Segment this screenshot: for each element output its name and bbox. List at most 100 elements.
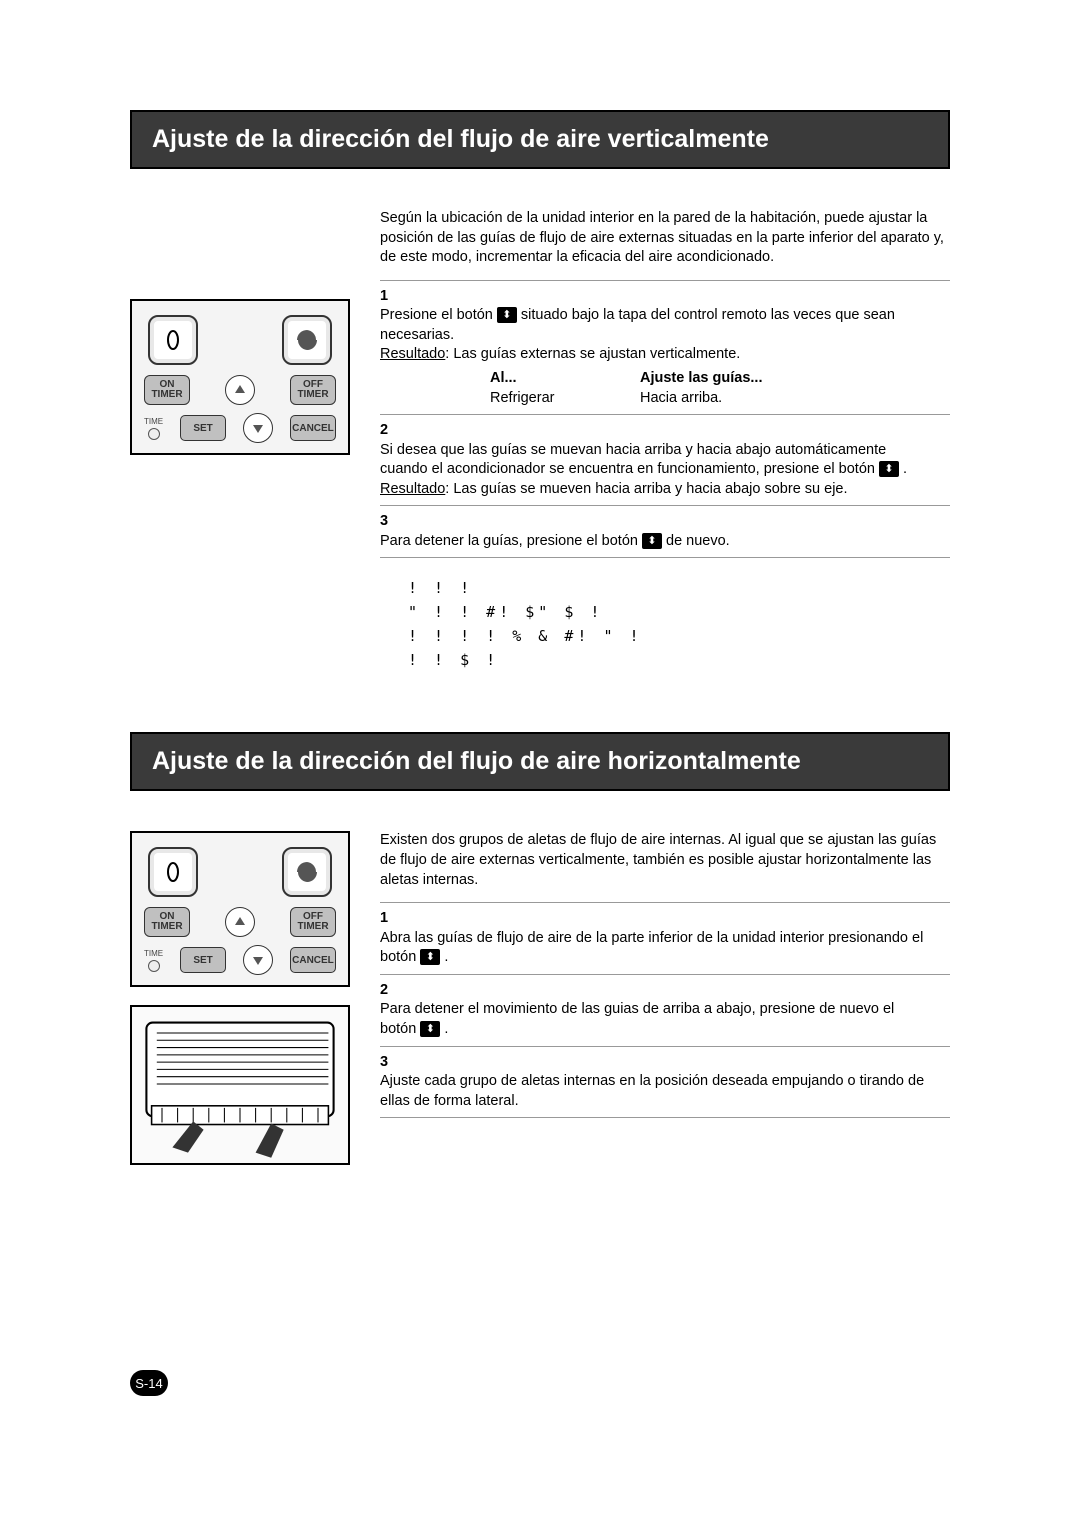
section2-step1: 1 Abra las guías de flujo de aire de la …	[380, 903, 950, 975]
down-button	[243, 945, 273, 975]
step2-text-before: Si desea que las guías se muevan hacia a…	[380, 442, 886, 478]
section2-heading: Ajuste de la dirección del flujo de aire…	[130, 732, 950, 791]
off-timer-label2: TIMER	[297, 922, 328, 932]
step2-text-after: .	[899, 461, 907, 477]
step-text: Para detener la guías, presione el botón…	[380, 532, 928, 552]
table-row: Refrigerar Hacia arriba.	[490, 389, 928, 409]
s2-step2-after: .	[440, 1021, 448, 1037]
remote-mid-row: ON TIMER OFF TIMER	[142, 375, 338, 405]
s2-step1-before: Abra las guías de flujo de aire de la pa…	[380, 930, 923, 966]
cancel-button: CANCEL	[290, 415, 336, 441]
down-arrow-icon	[251, 953, 265, 967]
remote-mid-row: ON TIMER OFF TIMER	[142, 907, 338, 937]
table-header-1: Al...	[490, 369, 640, 389]
table-header-2: Ajuste las guías...	[640, 369, 763, 389]
set-button: SET	[180, 415, 226, 441]
mode-table: Al... Ajuste las guías... Refrigerar Hac…	[490, 369, 928, 408]
result-label: Resultado	[380, 481, 445, 497]
remote-bot-row: TIME SET CANCEL	[142, 945, 338, 975]
time-label: TIME	[144, 417, 163, 426]
remote-panel: ON TIMER OFF TIMER TIME	[130, 299, 350, 455]
up-arrow-icon	[233, 915, 247, 929]
section1-text-col: Según la ubicación de la unidad interior…	[380, 209, 950, 672]
set-button: SET	[180, 947, 226, 973]
swing-icon	[160, 327, 186, 353]
section1-illustration-col: ON TIMER OFF TIMER TIME	[130, 209, 350, 672]
note-line: " ! ! #! $" $ !	[408, 600, 950, 624]
note-line: ! ! $ !	[408, 648, 950, 672]
time-label: TIME	[144, 949, 163, 958]
on-timer-button: ON TIMER	[144, 907, 190, 937]
section1-step1: 1 Presione el botón ⬍ situado bajo la ta…	[380, 281, 950, 415]
s2-step1-after: .	[440, 949, 448, 965]
section2-content: ON TIMER OFF TIMER TIME	[130, 831, 950, 1165]
section2-step2: 2 Para detener el movimiento de las guia…	[380, 975, 950, 1047]
section-gap	[130, 672, 950, 732]
remote-bot-row: TIME SET CANCEL	[142, 413, 338, 443]
down-arrow-icon	[251, 421, 265, 435]
swing-button	[148, 315, 198, 365]
note-line: ! ! ! ! % & #! " !	[408, 624, 950, 648]
section2-intro: Existen dos grupos de aletas de flujo de…	[380, 831, 950, 890]
swing-icon: ⬍	[420, 1021, 440, 1037]
up-button	[225, 375, 255, 405]
step-number: 2	[380, 981, 398, 1001]
fan-button	[282, 315, 332, 365]
section1-step2: 2 Si desea que las guías se muevan hacia…	[380, 415, 950, 506]
section2-illustration-col: ON TIMER OFF TIMER TIME	[130, 831, 350, 1165]
step1-text-before: Presione el botón	[380, 307, 497, 323]
manual-page: Ajuste de la dirección del flujo de aire…	[130, 110, 950, 1165]
table-cell-1: Refrigerar	[490, 389, 640, 409]
remote-top-row	[142, 315, 338, 365]
page-number-badge: S-14	[130, 1370, 168, 1396]
s2-step2-before: Para detener el movimiento de las guias …	[380, 1001, 894, 1037]
up-button	[225, 907, 255, 937]
off-timer-button: OFF TIMER	[290, 375, 336, 405]
fan-icon	[294, 859, 320, 885]
time-group: TIME	[144, 417, 163, 440]
section1-intro: Según la ubicación de la unidad interior…	[380, 209, 950, 268]
time-dot-icon	[148, 428, 160, 440]
time-dot-icon	[148, 960, 160, 972]
step-number: 3	[380, 1053, 398, 1073]
fan-button	[282, 847, 332, 897]
remote-panel: ON TIMER OFF TIMER TIME	[130, 831, 350, 987]
step3-text-after: de nuevo.	[662, 533, 730, 549]
step-number: 1	[380, 909, 398, 929]
step-text: Para detener el movimiento de las guias …	[380, 1000, 928, 1039]
step-text: Si desea que las guías se muevan hacia a…	[380, 441, 928, 500]
step3-text-before: Para detener la guías, presione el botón	[380, 533, 642, 549]
section2-text-col: Existen dos grupos de aletas de flujo de…	[380, 831, 950, 1165]
on-timer-button: ON TIMER	[144, 375, 190, 405]
time-group: TIME	[144, 949, 163, 972]
section1-content: ON TIMER OFF TIMER TIME	[130, 209, 950, 672]
result-label: Resultado	[380, 346, 445, 362]
ac-unit-icon	[132, 1007, 348, 1163]
step-number: 1	[380, 287, 398, 307]
fan-icon	[294, 327, 320, 353]
ac-unit-diagram	[130, 1005, 350, 1165]
on-timer-label2: TIMER	[151, 390, 182, 400]
step-text: Presione el botón ⬍ situado bajo la tapa…	[380, 306, 928, 408]
step-number: 2	[380, 421, 398, 441]
swing-icon: ⬍	[420, 949, 440, 965]
table-header-row: Al... Ajuste las guías...	[490, 369, 928, 389]
note-line: ! ! !	[408, 576, 950, 600]
result-text: : Las guías se mueven hacia arriba y hac…	[445, 481, 847, 497]
step-number: 3	[380, 512, 398, 532]
off-timer-button: OFF TIMER	[290, 907, 336, 937]
step-text: Abra las guías de flujo de aire de la pa…	[380, 929, 928, 968]
remote-top-row	[142, 847, 338, 897]
on-timer-label2: TIMER	[151, 922, 182, 932]
up-arrow-icon	[233, 383, 247, 397]
swing-icon: ⬍	[879, 461, 899, 477]
table-cell-2: Hacia arriba.	[640, 389, 722, 409]
section1-step3: 3 Para detener la guías, presione el bot…	[380, 506, 950, 558]
note-block: ! ! ! " ! ! #! $" $ ! ! ! ! ! % & #! " !…	[408, 576, 950, 672]
step-text: Ajuste cada grupo de aletas internas en …	[380, 1072, 928, 1111]
result-text: : Las guías externas se ajustan vertical…	[445, 346, 740, 362]
section1-heading: Ajuste de la dirección del flujo de aire…	[130, 110, 950, 169]
swing-icon: ⬍	[642, 533, 662, 549]
down-button	[243, 413, 273, 443]
swing-button	[148, 847, 198, 897]
